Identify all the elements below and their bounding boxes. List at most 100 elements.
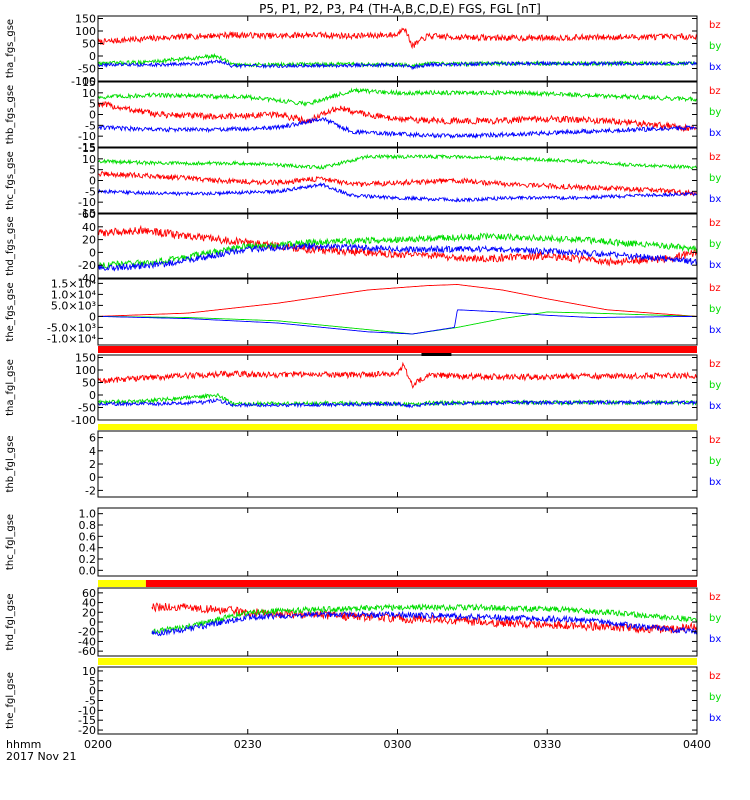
y-tick-label: 1.5×10⁴	[51, 277, 97, 290]
x-tick-label: 0400	[683, 738, 711, 751]
y-tick-label: -2	[85, 484, 96, 497]
y-tick-label: 10	[82, 153, 96, 166]
status-bar-segment	[98, 346, 697, 353]
legend-entry-by: by	[709, 304, 721, 315]
panel-frame	[97, 430, 698, 498]
series-line-bx	[98, 242, 697, 272]
legend-entry-bz: bz	[709, 359, 721, 370]
series-line-bx	[151, 610, 697, 637]
y-tick-label: 100	[75, 364, 96, 377]
y-tick-label: 5.0×10³	[51, 299, 96, 312]
y-axis-label: the_fgl_gse	[5, 672, 16, 729]
legend-entry-bz: bz	[709, 218, 721, 229]
y-tick-label: 60	[82, 587, 96, 600]
y-tick-label: 0	[89, 389, 96, 402]
legend-entry-by: by	[709, 456, 721, 467]
y-tick-label: 20	[82, 234, 96, 247]
legend-entry-by: by	[709, 613, 721, 624]
legend-entry-bx: bx	[709, 713, 721, 724]
status-bar-segment	[98, 580, 146, 587]
status-marker-black	[421, 353, 452, 356]
series-line-bx	[98, 309, 697, 335]
y-tick-label: 15	[82, 76, 96, 89]
legend-entry-bx: bx	[709, 260, 721, 271]
y-axis-label: the_fgs_gse	[5, 282, 16, 341]
y-tick-label: 50	[82, 377, 96, 390]
panel-frame	[97, 15, 698, 82]
y-tick-label: -15	[78, 141, 96, 154]
y-tick-label: 150	[75, 13, 96, 26]
legend-entry-bx: bx	[709, 634, 721, 645]
status-bar-segment	[98, 658, 697, 665]
series-line-bz	[98, 27, 697, 50]
status-bar-segment	[145, 580, 698, 587]
legend-entry-bz: bz	[709, 152, 721, 163]
y-tick-label: 0.2	[79, 553, 97, 566]
x-tick-label: 0230	[234, 738, 262, 751]
legend-entry-bx: bx	[709, 194, 721, 205]
y-tick-label: 0	[89, 109, 96, 122]
y-tick-label: 50	[82, 38, 96, 51]
legend-entry-bz: bz	[709, 86, 721, 97]
chart-title: P5, P1, P2, P3, P4 (TH-A,B,C,D,E) FGS, F…	[259, 2, 541, 16]
footer-hhmm-label: hhmm	[6, 738, 41, 751]
y-tick-label: 10	[82, 87, 96, 100]
y-tick-label: -100	[71, 75, 96, 88]
x-tick-label: 0330	[533, 738, 561, 751]
y-tick-label: 0	[89, 175, 96, 188]
panel-frame	[97, 354, 698, 421]
y-tick-label: -1.0×10⁴	[47, 332, 97, 345]
legend-entry-by: by	[709, 239, 721, 250]
y-tick-label: 150	[75, 352, 96, 365]
y-tick-label: -40	[78, 272, 96, 285]
y-axis-label: thd_fgs_gse	[5, 216, 16, 275]
series-line-bz	[98, 284, 697, 317]
y-tick-label: 10	[82, 665, 96, 678]
y-tick-label: 0	[89, 246, 96, 259]
y-tick-label: -50	[78, 402, 96, 415]
status-bar-segment	[98, 424, 697, 430]
y-axis-label: thc_fgs_gse	[5, 151, 16, 210]
panel-frame	[97, 278, 698, 346]
series-line-bz	[98, 361, 697, 389]
y-tick-label: -20	[78, 259, 96, 272]
y-axis-label: thb_fgl_gse	[5, 436, 16, 493]
y-tick-label: -40	[78, 635, 96, 648]
y-tick-label: -15	[78, 714, 96, 727]
y-tick-label: 1.0	[79, 508, 97, 521]
series-line-bz	[98, 101, 697, 133]
y-tick-label: 5	[89, 164, 96, 177]
legend-entry-bx: bx	[709, 128, 721, 139]
y-tick-label: 20	[82, 606, 96, 619]
series-line-by	[98, 87, 697, 107]
y-tick-label: -5	[85, 695, 96, 708]
legend-entry-bz: bz	[709, 671, 721, 682]
y-tick-label: 0.4	[79, 542, 97, 555]
legend-entry-bx: bx	[709, 325, 721, 336]
legend-entry-bx: bx	[709, 401, 721, 412]
y-tick-label: 60	[82, 208, 96, 221]
y-tick-label: 4	[89, 445, 96, 458]
legend-entry-bz: bz	[709, 20, 721, 31]
y-tick-label: 5	[89, 675, 96, 688]
y-tick-label: 0	[89, 50, 96, 63]
y-axis-label: thb_fgs_gse	[5, 85, 16, 144]
y-tick-label: -20	[78, 724, 96, 737]
y-tick-label: 15	[82, 142, 96, 155]
y-tick-label: -5	[85, 185, 96, 198]
y-tick-label: 2	[89, 458, 96, 471]
legend-entry-bz: bz	[709, 283, 721, 294]
series-line-bz	[98, 224, 697, 267]
y-tick-label: 0	[89, 616, 96, 629]
legend-entry-by: by	[709, 692, 721, 703]
series-line-bx	[98, 181, 697, 203]
legend-entry-bx: bx	[709, 62, 721, 73]
